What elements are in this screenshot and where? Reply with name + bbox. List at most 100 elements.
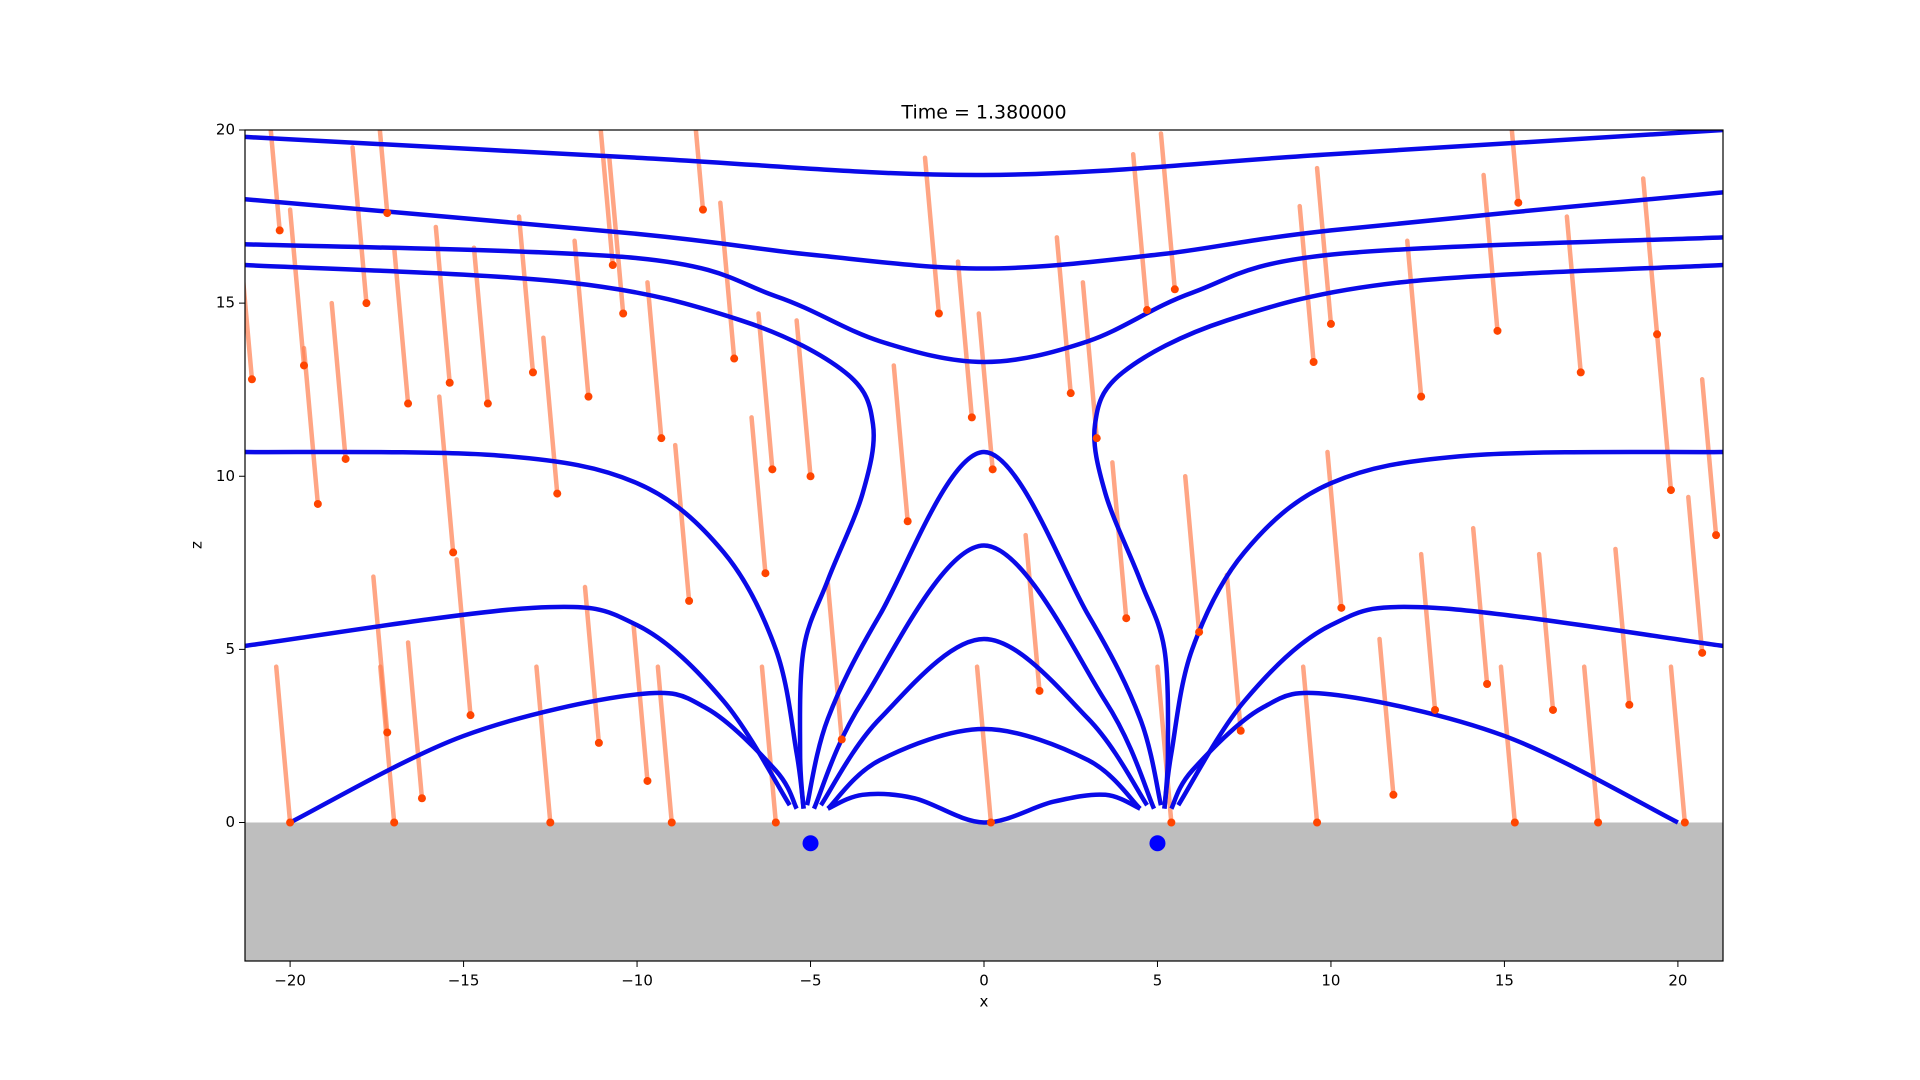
particle-trail xyxy=(1405,238,1424,399)
particle xyxy=(1236,726,1245,735)
particle-trail xyxy=(1155,664,1174,825)
particle-trail xyxy=(794,318,813,479)
y-axis-label: z xyxy=(188,541,206,549)
particle xyxy=(466,711,475,720)
field-line xyxy=(245,449,806,809)
x-tick-label: −10 xyxy=(621,972,653,990)
particle xyxy=(546,818,555,827)
particle xyxy=(768,465,777,474)
particle-trail xyxy=(273,664,293,825)
particle-trail xyxy=(1080,280,1100,441)
x-tick-label: 5 xyxy=(1153,972,1163,990)
particle xyxy=(247,375,256,384)
particle xyxy=(1514,198,1523,207)
particle-trail xyxy=(245,276,255,382)
y-tick-label: 20 xyxy=(216,121,235,139)
particle-trail xyxy=(301,345,321,507)
particle xyxy=(275,226,284,235)
x-tick-label: 20 xyxy=(1668,972,1687,990)
particle xyxy=(685,596,694,605)
particle-trail xyxy=(1686,494,1705,656)
particle xyxy=(1712,531,1721,540)
particle xyxy=(1653,330,1662,339)
axes: −20 −15 −10 −5 0 5 10 15 20 0 5 10 15 20 xyxy=(216,121,1688,990)
particle-trail xyxy=(1377,636,1396,798)
particle xyxy=(383,209,392,218)
particle-trail xyxy=(582,584,602,746)
particle xyxy=(1417,392,1426,401)
particle-trail xyxy=(759,664,779,825)
field-line xyxy=(819,636,1149,807)
particle-trail xyxy=(955,259,975,420)
field-line xyxy=(826,726,1142,811)
particle-trail xyxy=(350,145,369,306)
particle xyxy=(390,818,399,827)
particle xyxy=(1680,818,1689,827)
particle xyxy=(528,368,537,377)
particle xyxy=(417,794,426,803)
field-line xyxy=(826,791,1142,825)
particle-trail xyxy=(598,130,616,268)
particle-trail xyxy=(672,442,692,604)
particle xyxy=(1625,700,1634,709)
particle-trail xyxy=(1668,664,1688,825)
field-line xyxy=(1092,262,1723,809)
particle xyxy=(903,517,912,526)
particle xyxy=(1143,306,1152,315)
particle-trail xyxy=(631,622,650,784)
particle xyxy=(1337,603,1346,612)
field-line xyxy=(811,543,1157,810)
particle-trail xyxy=(1110,460,1129,621)
particle-trail xyxy=(1498,664,1518,825)
particle-trail xyxy=(1536,551,1556,713)
particle-trail xyxy=(645,280,664,441)
particle-trail xyxy=(405,640,425,801)
particle xyxy=(986,818,995,827)
particle xyxy=(1483,680,1492,688)
particle-trail xyxy=(749,415,768,576)
particle-trail xyxy=(287,207,307,368)
particle-trail xyxy=(541,335,560,496)
particle xyxy=(1666,486,1675,495)
particle xyxy=(404,399,413,408)
field-line xyxy=(245,262,876,809)
particle xyxy=(608,261,617,270)
particle-trail xyxy=(329,300,348,462)
particle xyxy=(1195,628,1204,637)
plot-area xyxy=(245,130,1723,961)
particle xyxy=(1594,818,1603,827)
x-tick-label: 0 xyxy=(979,972,989,990)
particle xyxy=(837,735,846,744)
y-tick-label: 10 xyxy=(216,467,235,485)
x-tick-label: −15 xyxy=(448,972,480,990)
particle xyxy=(698,205,707,214)
particle xyxy=(643,776,652,785)
particle-trail xyxy=(1314,165,1334,327)
particle-trail xyxy=(891,363,910,524)
particle xyxy=(383,728,392,737)
particle xyxy=(445,378,454,387)
field-line xyxy=(245,235,1723,365)
particle xyxy=(1510,818,1519,827)
x-tick-label: 15 xyxy=(1495,972,1514,990)
x-axis-label: x xyxy=(980,993,989,1011)
field-line xyxy=(1169,690,1679,825)
particle-trail xyxy=(1613,546,1632,708)
particle xyxy=(1698,648,1707,657)
particle xyxy=(1092,434,1101,443)
particle xyxy=(730,354,739,363)
particle-trail xyxy=(1581,664,1601,825)
particle-trail xyxy=(433,224,452,386)
particle xyxy=(771,818,780,827)
x-tick-label: −20 xyxy=(274,972,306,990)
particle xyxy=(1066,389,1075,398)
particle xyxy=(988,465,997,474)
particle xyxy=(1170,285,1179,294)
particle xyxy=(299,361,308,370)
particle xyxy=(1389,790,1398,799)
y-tick-label: 15 xyxy=(216,294,235,312)
y-tick-label: 5 xyxy=(225,640,235,658)
particle xyxy=(1548,705,1557,714)
particle-trail xyxy=(718,200,737,361)
